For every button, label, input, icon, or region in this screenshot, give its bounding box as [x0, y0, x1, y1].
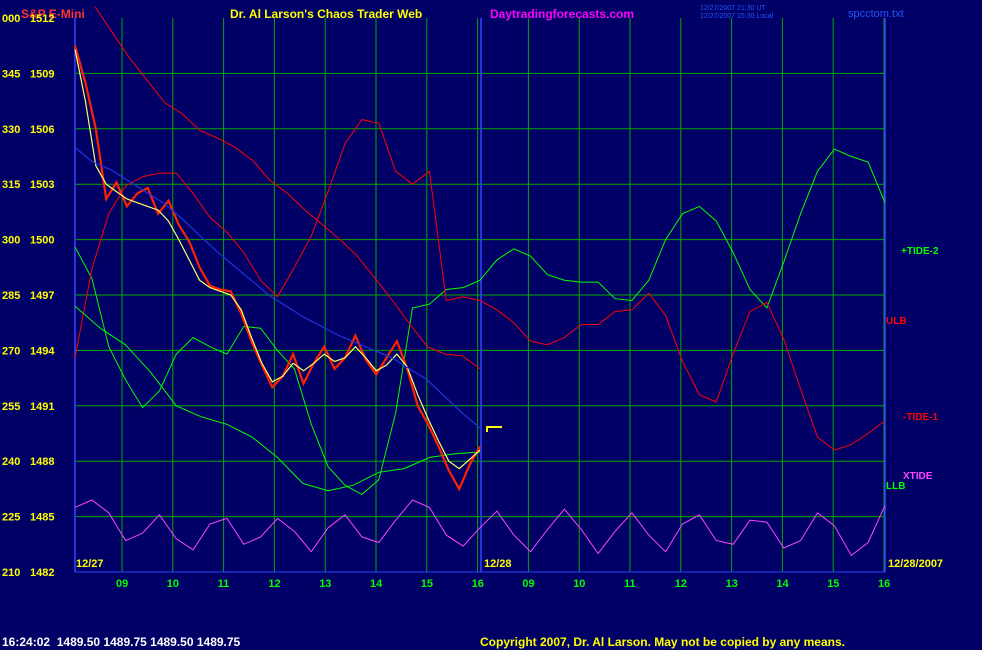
y-price-label: 1500 — [30, 235, 54, 247]
label-ulb: ULB — [886, 316, 907, 327]
y-price-label: 1503 — [30, 179, 54, 191]
site-label: Daytradingforecasts.com — [490, 7, 634, 21]
x-tick-label: 12 — [675, 578, 687, 590]
x-tick-label: 13 — [319, 578, 331, 590]
day-label-2: 12/28 — [484, 558, 512, 570]
label-llb: LLB — [886, 481, 905, 492]
y-left-label: 240 — [2, 456, 20, 468]
y-left-label: 300 — [2, 235, 20, 247]
y-price-label: 1509 — [30, 68, 54, 80]
y-price-label: 1485 — [30, 512, 54, 524]
series-line-price — [73, 45, 481, 492]
x-tick-label: 14 — [776, 578, 789, 590]
y-left-label: 285 — [2, 290, 20, 302]
x-tick-label: 09 — [116, 578, 128, 590]
y-left-label: 270 — [2, 345, 20, 357]
chart-series — [73, 6, 886, 557]
y-price-label: 1497 — [30, 290, 54, 302]
label-plus-tide-2: +TIDE-2 — [901, 246, 939, 257]
instrument-title: S&P E-Mini — [21, 7, 85, 21]
y-price-label: 1488 — [30, 456, 54, 468]
y-price-label: 1482 — [30, 567, 54, 579]
x-tick-label: 12 — [268, 578, 280, 590]
series-line-avg — [74, 49, 481, 470]
x-tick-label: 14 — [370, 578, 383, 590]
chart-grid — [74, 18, 886, 573]
y-left-label: 315 — [2, 179, 20, 191]
x-tick-label: 13 — [726, 578, 738, 590]
x-tick-label: 15 — [827, 578, 839, 590]
timestamp-local: 12/27/2007 15:30 Local — [700, 13, 774, 20]
file-label: spcctom.txt — [848, 8, 904, 20]
y-left-label: 225 — [2, 512, 20, 524]
x-tick-label: 11 — [218, 578, 230, 590]
label-minus-tide-1: -TIDE-1 — [903, 412, 938, 423]
y-left-label: 255 — [2, 401, 20, 413]
y-left-label: 000 — [2, 13, 20, 25]
series-line-llb — [74, 305, 481, 492]
y-price-label: 1491 — [30, 401, 54, 413]
status-bar: 16:24:02 1489.50 1489.75 1489.50 1489.75 — [2, 635, 240, 649]
series-line-xtide — [74, 499, 886, 557]
series-line-blue — [74, 146, 481, 429]
x-tick-label: 10 — [167, 578, 179, 590]
x-tick-label: 16 — [878, 578, 890, 590]
y-price-label: 1512 — [30, 13, 54, 25]
status-quote: 1489.50 1489.75 1489.50 1489.75 — [56, 635, 241, 649]
y-left-label: 330 — [2, 124, 20, 136]
chart-title: Dr. Al Larson's Chaos Trader Web — [230, 7, 422, 21]
x-tick-label: 10 — [573, 578, 585, 590]
y-left-label: 210 — [2, 567, 20, 579]
y-left-label: 345 — [2, 68, 20, 80]
status-time: 16:24:02 — [2, 635, 51, 649]
y-price-label: 1494 — [30, 345, 55, 357]
chart-labels: S&P E-Mini Dr. Al Larson's Chaos Trader … — [2, 5, 943, 590]
day-label-3: 12/28/2007 — [888, 558, 943, 570]
series-line-ulb — [74, 119, 886, 451]
timestamp-ut: 12/27/2007 21:30 UT — [700, 5, 766, 12]
day-label-1: 12/27 — [76, 558, 104, 570]
x-tick-label: 09 — [522, 578, 534, 590]
label-xtide: XTIDE — [903, 471, 933, 482]
series-line-tide-2 — [74, 148, 886, 496]
current-price-marker — [486, 426, 502, 432]
x-tick-label: 15 — [421, 578, 433, 590]
y-price-label: 1506 — [30, 124, 54, 136]
copyright-notice: Copyright 2007, Dr. Al Larson. May not b… — [480, 635, 845, 649]
x-tick-label: 16 — [472, 578, 484, 590]
series-line-tide-1 — [94, 6, 481, 370]
x-tick-label: 11 — [624, 578, 636, 590]
